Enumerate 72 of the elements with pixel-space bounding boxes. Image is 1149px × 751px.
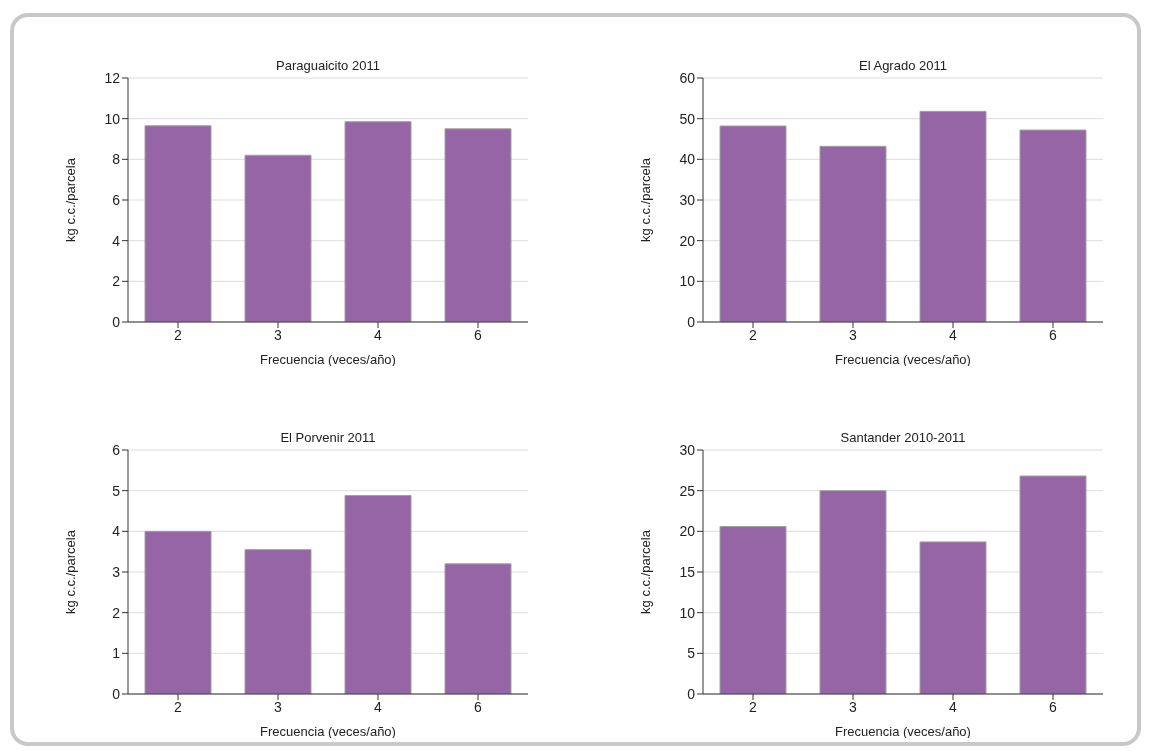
bar: [919, 110, 987, 322]
y-tick-label: 0: [112, 685, 121, 702]
bar: [444, 563, 512, 694]
y-tick-label: 20: [679, 232, 696, 249]
y-tick-label: 5: [687, 645, 696, 662]
y-tick-label: 8: [112, 151, 121, 168]
x-tick-label: 3: [274, 698, 283, 715]
chart-title: Paraguaicito 2011: [276, 58, 380, 73]
bar: [719, 525, 787, 694]
x-tick-label: 3: [849, 326, 858, 343]
x-tick-label: 2: [749, 698, 758, 715]
y-tick-label: 10: [104, 110, 121, 127]
bar: [244, 549, 312, 694]
x-tick-label: 2: [749, 326, 758, 343]
y-tick-label: 0: [112, 313, 121, 330]
y-tick-label: 2: [112, 273, 121, 290]
x-tick-label: 6: [474, 326, 483, 343]
bar: [819, 490, 887, 694]
y-tick-label: 0: [687, 685, 696, 702]
bar: [144, 125, 212, 322]
y-tick-label: 10: [679, 273, 696, 290]
x-tick-label: 4: [374, 326, 383, 343]
y-tick-label: 15: [679, 563, 696, 580]
bar: [144, 530, 212, 694]
x-tick-label: 4: [374, 698, 383, 715]
bar: [344, 121, 412, 322]
y-tick-label: 4: [112, 523, 121, 540]
y-tick-label: 0: [687, 313, 696, 330]
x-tick-label: 6: [1049, 698, 1058, 715]
bar: [244, 154, 312, 322]
y-tick-label: 4: [112, 232, 121, 249]
x-axis-title: Frecuencia (veces/año): [835, 352, 971, 367]
y-tick-label: 10: [679, 604, 696, 621]
x-tick-label: 4: [949, 698, 958, 715]
chart-title: El Porvenir 2011: [280, 430, 376, 445]
y-tick-label: 20: [679, 523, 696, 540]
bar: [444, 128, 512, 322]
y-axis-title: kg c.c./parcela: [637, 157, 653, 242]
y-tick-label: 12: [104, 69, 121, 86]
y-tick-label: 1: [112, 645, 121, 662]
y-tick-label: 50: [679, 110, 696, 127]
x-tick-label: 3: [274, 326, 283, 343]
x-tick-label: 6: [1049, 326, 1058, 343]
y-tick-label: 6: [112, 441, 121, 458]
x-tick-label: 6: [474, 698, 483, 715]
y-tick-label: 30: [679, 191, 696, 208]
y-tick-label: 30: [679, 441, 696, 458]
bar: [344, 495, 412, 694]
y-tick-label: 5: [112, 482, 121, 499]
y-tick-label: 25: [679, 482, 696, 499]
chart-title: El Agrado 2011: [859, 58, 947, 73]
bar: [919, 541, 987, 694]
chart-title: Santander 2010-2011: [840, 430, 966, 445]
y-tick-label: 2: [112, 604, 121, 621]
x-tick-label: 2: [174, 698, 183, 715]
bar: [719, 125, 787, 322]
bar: [1019, 129, 1087, 322]
y-tick-label: 3: [112, 563, 121, 580]
y-tick-label: 40: [679, 151, 696, 168]
y-axis-title: kg c.c./parcela: [62, 157, 78, 242]
y-tick-label: 60: [679, 69, 696, 86]
y-axis-title: kg c.c./parcela: [637, 529, 653, 614]
y-tick-label: 6: [112, 191, 121, 208]
x-tick-label: 3: [849, 698, 858, 715]
x-axis-title: Frecuencia (veces/año): [260, 352, 396, 367]
bar: [819, 145, 887, 322]
x-axis-title: Frecuencia (veces/año): [260, 724, 396, 739]
y-axis-title: kg c.c./parcela: [62, 529, 78, 614]
x-axis-title: Frecuencia (veces/año): [835, 724, 971, 739]
x-tick-label: 2: [174, 326, 183, 343]
bar: [1019, 475, 1087, 694]
x-tick-label: 4: [949, 326, 958, 343]
